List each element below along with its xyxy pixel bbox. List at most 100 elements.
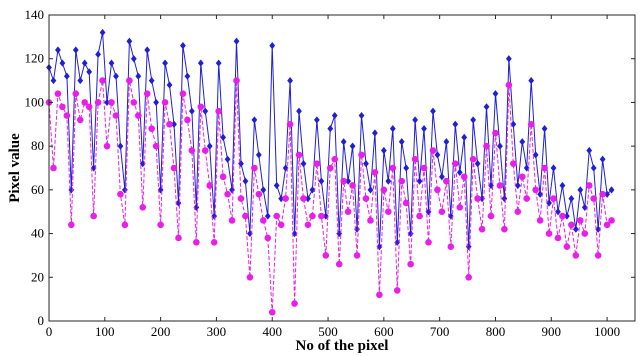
series-2-point: [402, 199, 410, 207]
series-2-point: [594, 252, 602, 259]
y-tick-label: 60: [31, 182, 44, 197]
series-1-point: [532, 151, 539, 159]
series-2-point: [246, 273, 254, 281]
series-2-point: [371, 169, 379, 176]
series-1-point: [465, 243, 472, 251]
series-2-point: [496, 182, 504, 189]
series-1-point: [314, 116, 320, 124]
series-1-point: [327, 125, 334, 133]
series-1-point: [63, 72, 70, 80]
series-2-point: [362, 195, 370, 202]
series-2-point: [184, 116, 191, 124]
x-tick-label: 600: [374, 324, 394, 339]
series-1-point: [483, 103, 490, 111]
x-tick-label: 800: [486, 324, 506, 339]
series-2-point: [563, 243, 571, 250]
series-2-point: [353, 252, 361, 259]
series-2-point: [242, 212, 249, 220]
series-2-point: [313, 160, 321, 167]
y-tick-label: 140: [25, 7, 45, 22]
series-2-point: [134, 112, 142, 119]
series-2-point: [54, 90, 62, 97]
series-1-point: [599, 155, 606, 163]
series-1-point: [416, 177, 423, 185]
series-2-point: [152, 142, 160, 150]
series-2-point: [166, 120, 173, 128]
series-1-point: [202, 107, 209, 115]
series-2-point: [420, 164, 428, 172]
series-1-point: [349, 142, 356, 150]
y-tick-label: 0: [38, 313, 45, 328]
series-1-point: [255, 151, 262, 159]
series-1-point: [260, 186, 267, 194]
series-2-point: [175, 234, 182, 242]
series-2-point: [550, 195, 557, 202]
series-2-point: [99, 77, 106, 84]
series-2-point: [161, 99, 169, 106]
series-1-point: [577, 186, 584, 194]
x-tick-label: 400: [262, 324, 282, 339]
series-2-point: [157, 221, 164, 229]
series-2-point: [518, 173, 526, 181]
series-1-point: [505, 55, 512, 63]
series-1-point: [474, 160, 481, 168]
series-1-point: [555, 208, 561, 216]
series-layer: [45, 28, 615, 316]
series-1-point: [439, 173, 445, 181]
series-1-point: [171, 120, 177, 128]
series-2-point: [380, 186, 388, 194]
series-2-point: [291, 300, 298, 307]
series-1-point: [287, 76, 293, 85]
series-1-point: [126, 37, 133, 45]
series-1-point: [581, 203, 588, 211]
series-2-point: [545, 230, 553, 237]
series-1-point: [541, 125, 548, 133]
y-tick-label: 40: [31, 226, 44, 241]
series-2-point: [483, 142, 490, 150]
series-2-point: [487, 212, 495, 220]
series-2-point: [559, 212, 566, 220]
series-1-point: [188, 107, 195, 115]
x-tick-label: 500: [318, 324, 338, 339]
series-2-point: [505, 81, 513, 89]
series-2-point: [188, 147, 196, 154]
series-2-point: [206, 182, 214, 189]
series-1-point: [273, 181, 280, 190]
series-1-point: [492, 90, 499, 98]
series-1-point: [99, 28, 106, 37]
series-1-point: [430, 107, 436, 115]
series-2-point: [425, 239, 432, 246]
series-2-point: [237, 195, 245, 202]
series-1-point: [264, 212, 271, 220]
series-2-point: [585, 182, 593, 189]
series-2-point: [532, 186, 539, 194]
series-2-point: [393, 287, 401, 294]
series-1-point: [113, 72, 119, 80]
x-tick-label: 200: [151, 324, 171, 339]
series-1-point: [358, 111, 365, 120]
series-1-point: [372, 129, 378, 137]
series-2-point: [469, 155, 477, 163]
series-1-point: [586, 146, 593, 155]
series-2-point: [568, 221, 575, 229]
series-2-point: [527, 120, 535, 128]
series-2-point: [112, 112, 120, 119]
series-2-point: [599, 190, 606, 198]
series-2-point: [286, 120, 294, 128]
series-2-point: [318, 212, 325, 220]
series-1-point: [456, 168, 463, 176]
series-2-point: [224, 190, 231, 198]
series-1-point: [443, 138, 450, 146]
series-2-point: [197, 103, 205, 111]
series-2-point: [389, 164, 397, 172]
series-1-point: [331, 111, 338, 120]
series-2-point: [260, 217, 267, 224]
series-1-point: [50, 76, 57, 85]
series-2-point: [335, 260, 343, 268]
series-1-point: [340, 138, 347, 146]
series-2-point: [331, 155, 339, 163]
series-2-point: [295, 151, 303, 159]
x-axis-title: No of the pixel: [296, 338, 389, 354]
series-2-point: [304, 221, 312, 229]
